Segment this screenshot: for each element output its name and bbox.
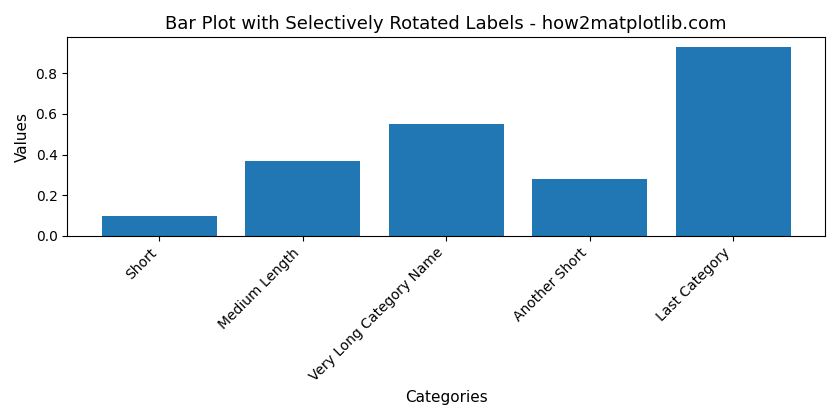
Bar xyxy=(245,160,360,236)
Y-axis label: Values: Values xyxy=(15,112,30,162)
X-axis label: Categories: Categories xyxy=(405,390,487,405)
Bar xyxy=(675,47,790,236)
Bar xyxy=(102,215,217,236)
Bar xyxy=(389,124,503,236)
Title: Bar Plot with Selectively Rotated Labels - how2matplotlib.com: Bar Plot with Selectively Rotated Labels… xyxy=(165,15,727,33)
Bar xyxy=(533,179,647,236)
